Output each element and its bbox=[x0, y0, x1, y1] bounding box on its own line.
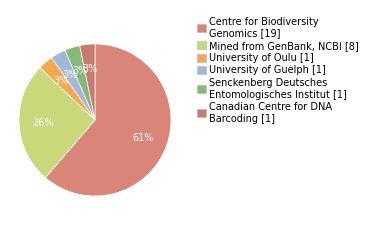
Text: 61%: 61% bbox=[133, 133, 154, 143]
Wedge shape bbox=[80, 44, 95, 120]
Legend: Centre for Biodiversity
Genomics [19], Mined from GenBank, NCBI [8], University : Centre for Biodiversity Genomics [19], M… bbox=[195, 15, 361, 126]
Text: 3%: 3% bbox=[54, 76, 69, 86]
Text: 26%: 26% bbox=[33, 118, 54, 128]
Wedge shape bbox=[46, 44, 171, 196]
Wedge shape bbox=[65, 46, 95, 120]
Text: 3%: 3% bbox=[62, 70, 78, 80]
Text: 3%: 3% bbox=[82, 64, 97, 74]
Wedge shape bbox=[19, 68, 95, 178]
Wedge shape bbox=[52, 50, 95, 120]
Text: 3%: 3% bbox=[72, 66, 87, 76]
Wedge shape bbox=[40, 58, 95, 120]
